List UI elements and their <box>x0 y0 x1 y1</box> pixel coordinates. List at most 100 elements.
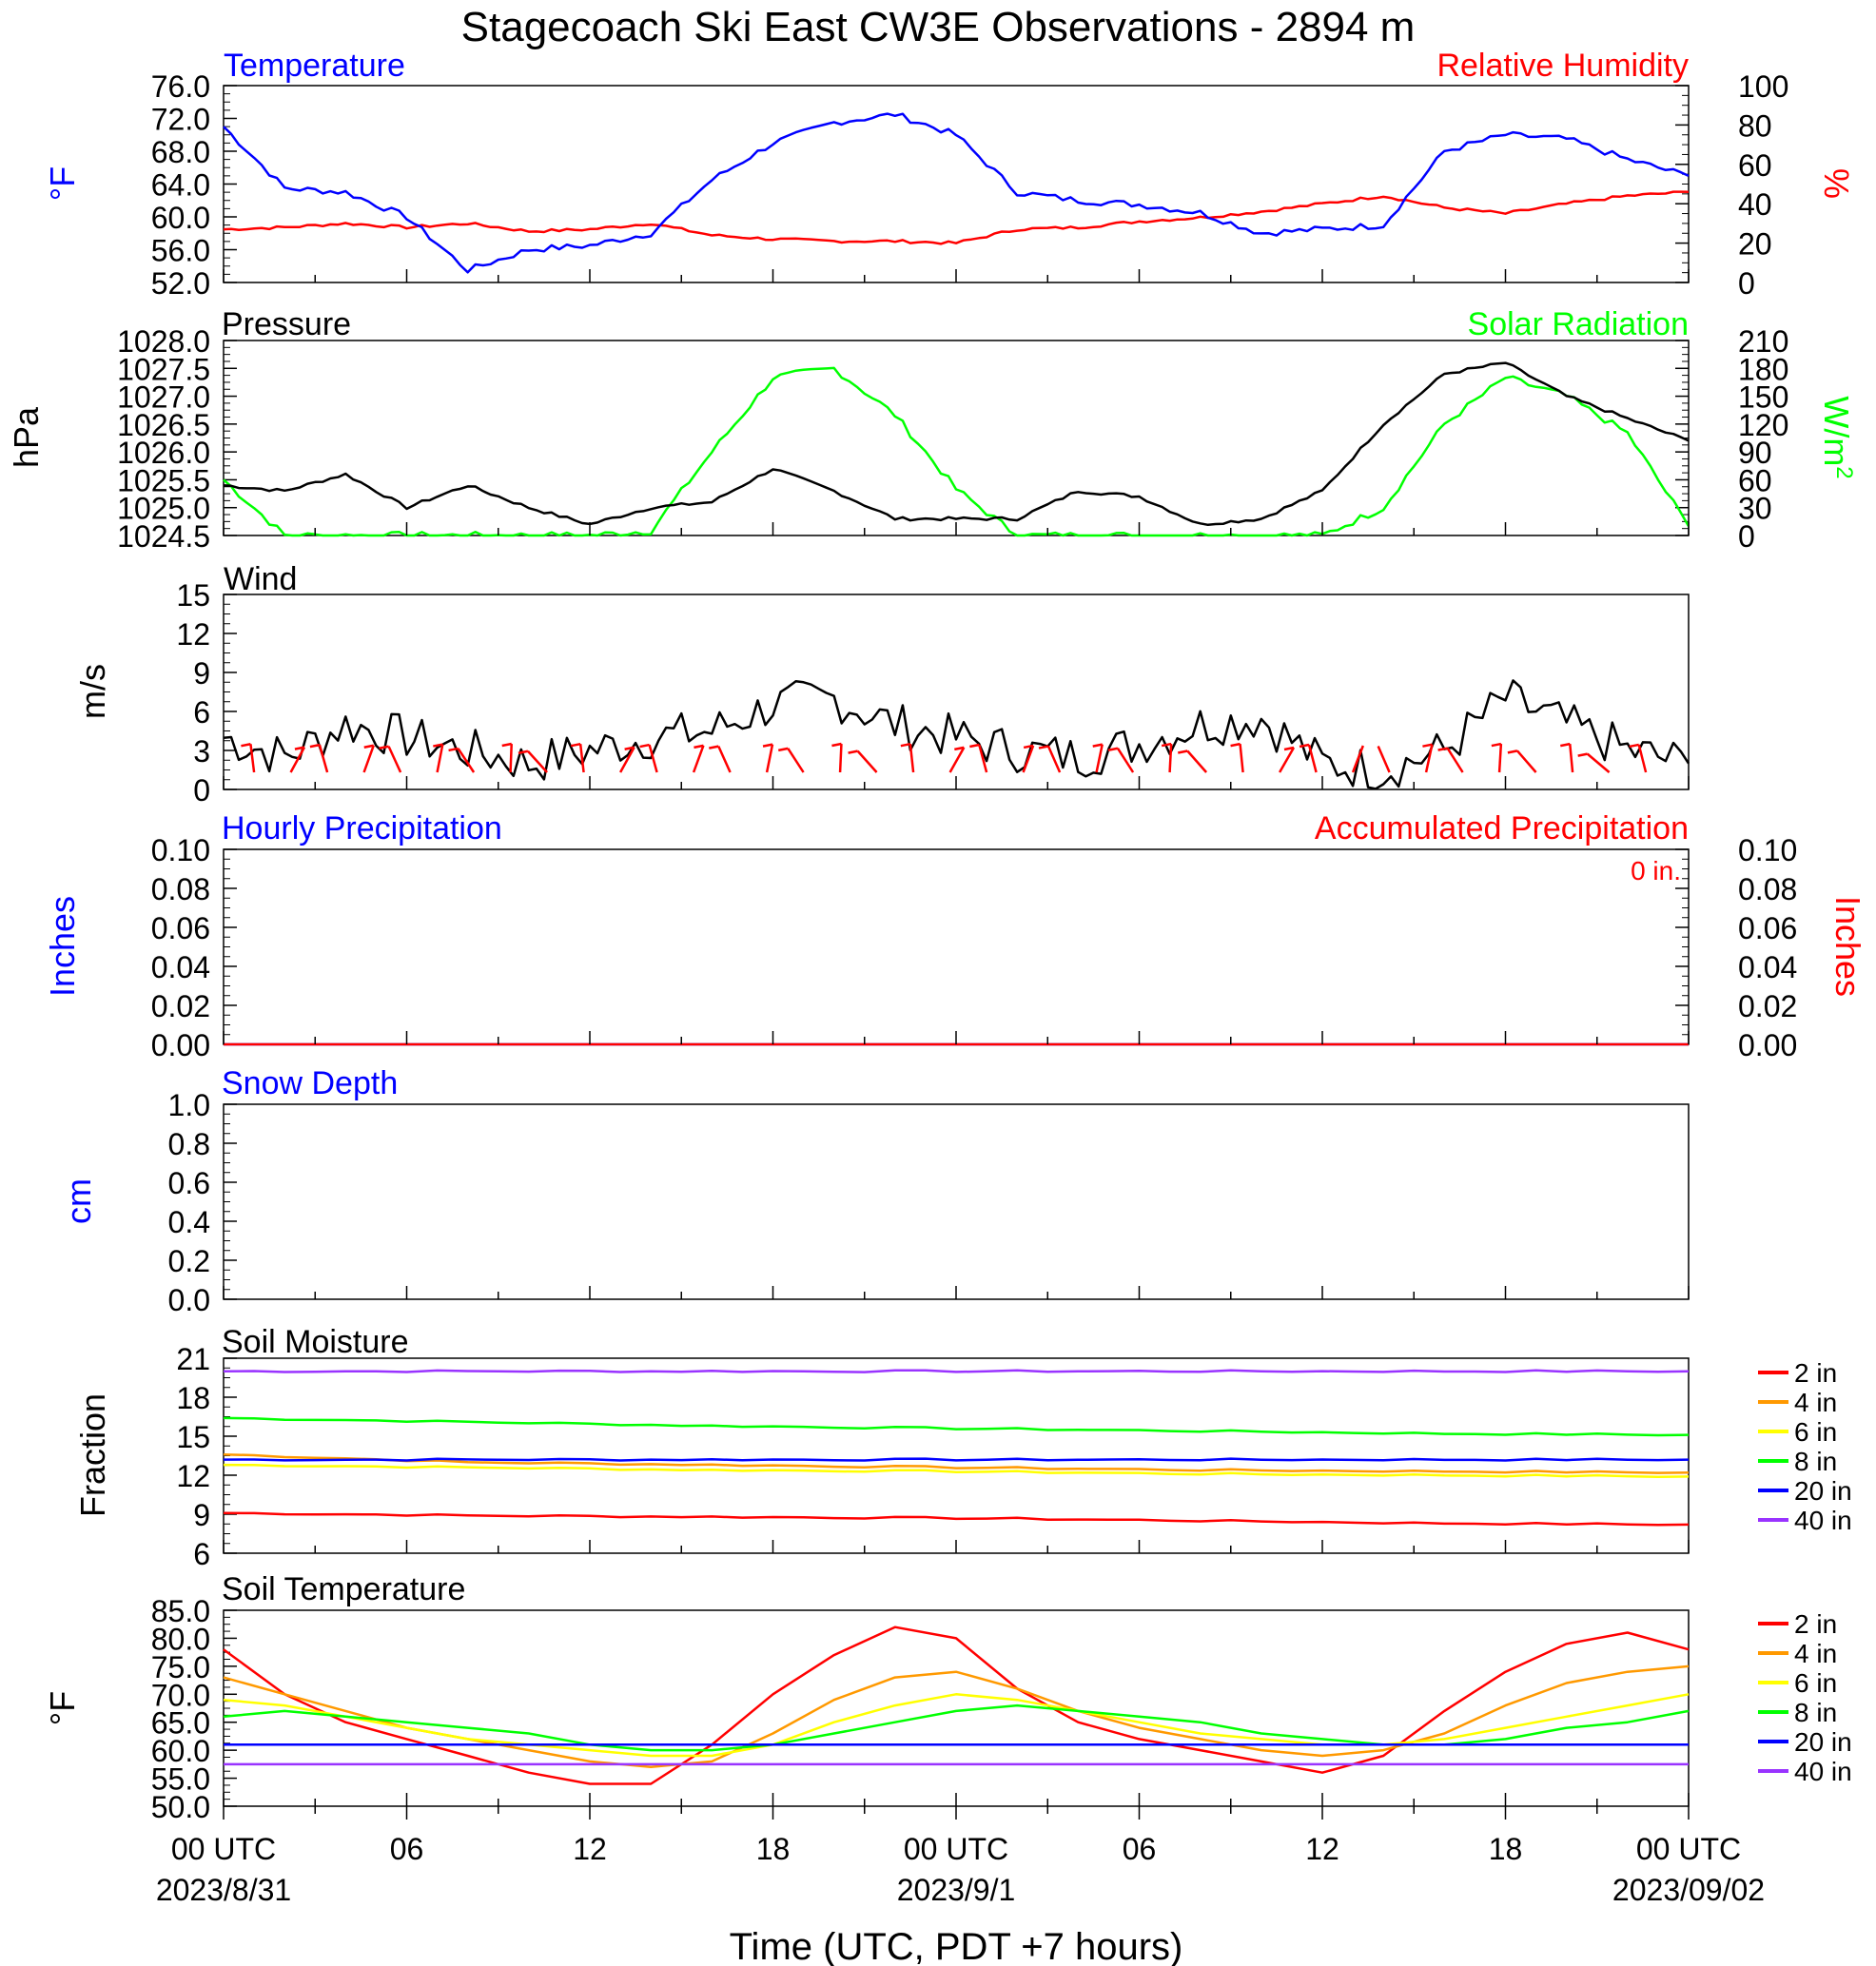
soil-line-2in <box>223 1511 1690 1527</box>
y-tick-label: 1026.0 <box>117 436 210 470</box>
soil-temp-ylabel: °F <box>43 1691 82 1725</box>
wind-barb <box>1446 747 1464 773</box>
wind-barb <box>387 746 402 773</box>
y-tick-label: 120 <box>1738 408 1788 442</box>
wind-barb <box>1586 752 1611 773</box>
wind-barb <box>1168 743 1173 773</box>
legend-label: 40 in <box>1794 1506 1852 1535</box>
wind-barb-flag <box>1491 742 1502 748</box>
y-tick-label: 75.0 <box>151 1650 210 1684</box>
x-date-label: 2023/09/02 <box>1612 1873 1765 1907</box>
wind-barb-flag <box>1560 742 1571 748</box>
wind-barb-flag <box>501 742 512 748</box>
wind-barb-flag <box>570 742 581 748</box>
y-tick-label: 85.0 <box>151 1594 210 1628</box>
x-tick-label: 18 <box>756 1832 791 1866</box>
y-tick-label: 0.6 <box>168 1166 210 1200</box>
wind-barb-flag <box>1230 742 1241 748</box>
y-tick-label: 0.0 <box>168 1283 210 1317</box>
y-tick-label: 80 <box>1738 108 1772 143</box>
soil-line-2in <box>223 1625 1690 1785</box>
panel-soil-moisture: Soil Moisture Fraction 21 18 15 12 9 6 2 in4 … <box>73 1324 1852 1571</box>
y-tick-label: 0.2 <box>168 1244 210 1278</box>
y-tick-label: 1024.5 <box>117 519 210 554</box>
humidity-ylabel: % <box>1817 168 1856 199</box>
wind-barb-flag <box>1437 747 1448 751</box>
y-tick-label: 0.02 <box>1738 989 1797 1023</box>
soil-line-4in <box>223 1664 1690 1769</box>
y-tick-label: 60 <box>1738 463 1772 497</box>
y-tick-label: 0.10 <box>1738 833 1797 867</box>
y-tick-label: 1025.0 <box>117 492 210 526</box>
wind-barb <box>1515 749 1537 773</box>
wind-barb <box>1095 744 1104 773</box>
y-tick-label: 76.0 <box>151 69 210 104</box>
y-tick-label: 210 <box>1738 324 1788 359</box>
y-tick-label: 70.0 <box>151 1678 210 1712</box>
x-date-label: 2023/8/31 <box>156 1873 291 1907</box>
hourly-precip-title: Hourly Precipitation <box>222 810 502 847</box>
accum-precip-annotation: 0 in. <box>1631 856 1681 886</box>
x-tick-label: 06 <box>1123 1832 1157 1866</box>
wind-barb <box>1637 744 1648 773</box>
y-tick-label: 12 <box>176 617 210 652</box>
y-tick-label: 15 <box>176 1420 210 1454</box>
y-tick-label: 1025.5 <box>117 463 210 497</box>
wind-barb <box>787 748 805 773</box>
y-tick-label: 6 <box>193 1537 210 1571</box>
wind-barb <box>765 744 774 773</box>
y-tick-label: 1027.5 <box>117 352 210 386</box>
x-tick-label: 12 <box>1305 1832 1339 1866</box>
panel-soil-temperature: Soil Temperature °F 85.080.075.070.065.0… <box>43 1571 1852 1824</box>
legend-label: 4 in <box>1794 1388 1837 1417</box>
wind-barb <box>318 744 329 773</box>
panel-snow-depth: Snow Depth cm 1.0 0.8 0.6 0.4 0.2 0.0 <box>59 1065 1690 1317</box>
wind-barb-flag <box>448 747 459 752</box>
wind-barb <box>1424 744 1434 773</box>
y-tick-label: 15 <box>176 578 210 613</box>
wind-barb <box>1497 743 1503 773</box>
wind-barb-flag <box>954 746 965 751</box>
y-tick-label: 56.0 <box>151 234 210 268</box>
wind-barb-flag <box>1092 743 1103 748</box>
legend-label: 2 in <box>1794 1609 1837 1639</box>
y-tick-label: 1.0 <box>168 1088 210 1122</box>
relative-humidity-line <box>223 190 1690 245</box>
wind-barb <box>838 743 843 773</box>
humidity-title: Relative Humidity <box>1436 48 1689 84</box>
wind-barb <box>1022 745 1035 773</box>
wind-barb <box>289 747 306 773</box>
chart-title: Stagecoach Ski East CW3E Observations - … <box>461 4 1416 50</box>
temperature-ylabel: °F <box>43 166 82 201</box>
wind-barb-flag <box>1107 747 1119 751</box>
wind-barb-flag <box>309 743 321 749</box>
y-tick-label: 52.0 <box>151 266 210 301</box>
y-tick-label: 0.4 <box>168 1205 210 1239</box>
wind-barb <box>618 747 635 773</box>
wind-barb <box>436 744 444 773</box>
y-tick-label: 60.0 <box>151 201 210 235</box>
x-tick-label: 18 <box>1489 1832 1523 1866</box>
legend-label: 20 in <box>1794 1476 1852 1506</box>
wind-barb-flag <box>762 743 773 748</box>
y-tick-label: 65.0 <box>151 1706 210 1741</box>
y-tick-label: 0.06 <box>1738 911 1797 945</box>
wind-barb-flag <box>1038 745 1049 749</box>
y-tick-label: 30 <box>1738 492 1772 526</box>
legend-label: 2 in <box>1794 1358 1837 1388</box>
y-tick-label: 55.0 <box>151 1762 210 1797</box>
accum-precip-title: Accumulated Precipitation <box>1315 810 1689 847</box>
soil-temp-title: Soil Temperature <box>222 1571 465 1607</box>
y-tick-label: 1026.5 <box>117 408 210 442</box>
y-tick-label: 1028.0 <box>117 324 210 359</box>
legend-label: 20 in <box>1794 1727 1852 1757</box>
y-tick-label: 9 <box>193 1498 210 1532</box>
wind-barb <box>249 744 256 773</box>
legend-label: 4 in <box>1794 1639 1837 1668</box>
wind-barb <box>1239 744 1244 773</box>
x-tick-label: 00 UTC <box>904 1832 1008 1866</box>
x-date-label: 2023/9/1 <box>897 1873 1016 1907</box>
y-tick-label: 0 <box>193 773 210 808</box>
soil-line-40in <box>223 1369 1690 1373</box>
